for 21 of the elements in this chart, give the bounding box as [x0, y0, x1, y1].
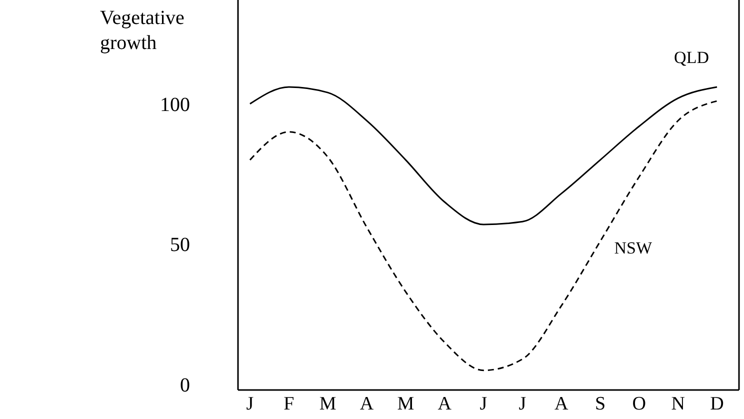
- x-tick-label: F: [284, 393, 294, 414]
- line-series: [249, 100, 718, 372]
- x-tick-label: A: [360, 393, 374, 414]
- x-tick-label: D: [710, 393, 724, 414]
- y-tick-label: 0: [180, 374, 190, 396]
- x-tick-label: J: [518, 393, 526, 414]
- y-axis-title: Vegetative growth: [100, 7, 185, 54]
- x-tick-label: M: [319, 393, 336, 414]
- x-tick-label: A: [438, 393, 452, 414]
- x-tick-label: M: [397, 393, 414, 414]
- x-tick-label: S: [594, 393, 606, 414]
- series-label: QLD: [674, 48, 709, 67]
- series-label: NSW: [614, 238, 653, 258]
- y-tick-label: 100: [160, 94, 190, 116]
- y-tick-label: 50: [170, 234, 190, 256]
- x-tick-label: J: [480, 393, 488, 414]
- x-tick-label: J: [246, 393, 254, 414]
- x-tick-label: O: [632, 393, 646, 414]
- x-tick-label: N: [671, 393, 686, 414]
- line-series: [249, 86, 718, 226]
- x-tick-label: A: [554, 393, 568, 414]
